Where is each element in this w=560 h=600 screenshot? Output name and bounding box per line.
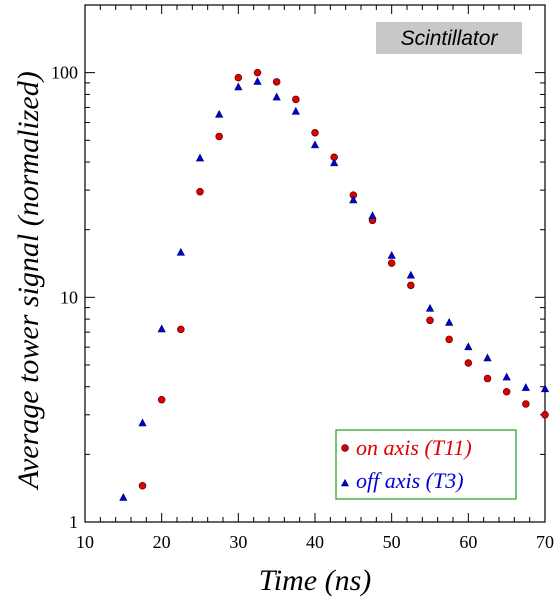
annotation-badge: Scintillator	[376, 22, 522, 54]
legend-box	[335, 429, 517, 500]
data-point	[272, 92, 281, 101]
data-point	[157, 324, 166, 333]
x-tick-label: 50	[383, 532, 401, 552]
y-axis-title: Average tower signal (normalized)	[12, 71, 45, 490]
data-point	[426, 316, 434, 325]
data-point	[425, 303, 435, 312]
legend-label-off-axis: off axis (T3)	[356, 468, 464, 493]
data-point	[349, 195, 358, 204]
legend-marker-off-axis	[340, 478, 350, 487]
data-point	[196, 188, 204, 196]
data-point	[464, 359, 473, 367]
data-point	[310, 140, 320, 149]
data-point	[176, 247, 185, 256]
data-point	[387, 250, 396, 259]
series-on-axis	[138, 68, 549, 490]
y-tick-label: 10	[60, 287, 78, 307]
data-point	[138, 418, 147, 427]
x-axis-title: Time (ns)	[259, 564, 372, 597]
data-point	[502, 372, 511, 381]
annotation-text: Scintillator	[401, 27, 499, 50]
x-tick-label: 60	[459, 532, 477, 552]
data-point	[483, 374, 492, 383]
data-point	[502, 387, 511, 396]
data-point	[253, 68, 262, 77]
x-tick-label: 70	[536, 532, 554, 552]
data-point	[464, 342, 473, 351]
data-point	[234, 82, 243, 91]
data-point	[406, 270, 415, 279]
data-point	[368, 211, 377, 219]
data-point	[234, 73, 243, 82]
data-point	[157, 396, 166, 404]
series-off-axis	[119, 76, 550, 501]
data-point	[387, 259, 396, 267]
data-point	[272, 78, 281, 86]
x-tick-label: 10	[76, 532, 94, 552]
data-point	[541, 411, 549, 419]
data-point	[177, 325, 185, 334]
data-point	[483, 353, 492, 362]
data-point	[540, 384, 550, 393]
data-point	[311, 129, 319, 137]
data-point	[138, 481, 147, 490]
y-tick-label: 1	[69, 512, 78, 532]
legend-marker-on-axis	[341, 444, 349, 452]
data-points	[119, 68, 550, 501]
data-point	[330, 158, 339, 167]
data-point	[521, 383, 530, 391]
data-point	[119, 493, 128, 501]
data-point	[291, 106, 300, 115]
data-point	[522, 400, 530, 408]
data-point	[407, 281, 415, 290]
y-tick-label: 100	[51, 63, 78, 83]
x-tick-label: 20	[153, 532, 171, 552]
data-point	[215, 132, 223, 141]
legend: on axis (T11) off axis (T3)	[335, 429, 517, 500]
legend-label-on-axis: on axis (T11)	[356, 435, 472, 460]
data-point	[195, 153, 205, 162]
data-point	[215, 109, 224, 118]
x-tick-label: 40	[306, 532, 324, 552]
data-point	[292, 95, 300, 104]
data-point	[445, 317, 454, 326]
x-tick-label: 30	[229, 532, 247, 552]
data-point	[253, 76, 262, 85]
data-point	[445, 335, 453, 344]
